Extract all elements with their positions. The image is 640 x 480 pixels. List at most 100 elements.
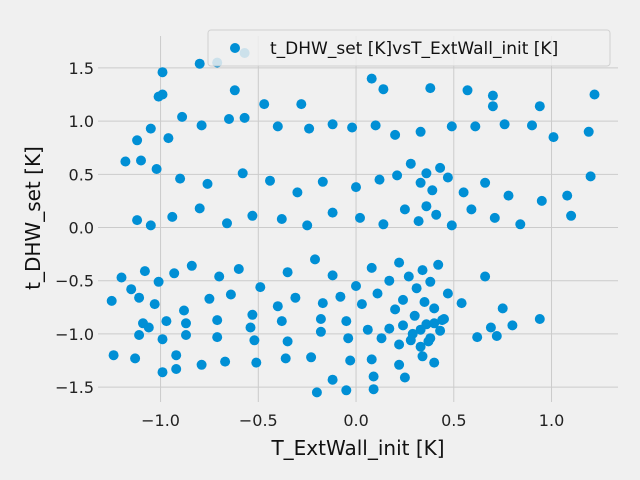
data-point bbox=[282, 267, 293, 278]
data-point bbox=[153, 276, 164, 287]
y-tick-label: 0.0 bbox=[69, 219, 94, 238]
data-point bbox=[202, 178, 213, 189]
data-point bbox=[421, 168, 432, 179]
legend-series-label: t_DHW_set [K]vsT_ExtWall_init [K] bbox=[270, 39, 558, 59]
y-axis-label: t_DHW_set [K] bbox=[21, 146, 45, 290]
data-point bbox=[167, 211, 178, 222]
data-point bbox=[583, 126, 594, 137]
data-point bbox=[390, 304, 401, 315]
data-point bbox=[302, 220, 313, 231]
data-point bbox=[548, 132, 559, 143]
data-point bbox=[405, 158, 416, 169]
x-tick-labels: −1.0 −0.5 0.0 0.5 1.0 bbox=[141, 411, 564, 430]
data-points bbox=[106, 48, 600, 398]
data-point bbox=[366, 262, 377, 273]
data-point bbox=[134, 292, 145, 303]
data-point bbox=[151, 164, 162, 174]
data-point bbox=[372, 288, 383, 299]
data-point bbox=[194, 58, 205, 69]
data-point bbox=[296, 99, 307, 110]
data-point bbox=[403, 271, 414, 282]
data-point bbox=[272, 301, 283, 312]
data-point bbox=[311, 387, 322, 398]
data-point bbox=[431, 209, 442, 220]
data-point bbox=[442, 172, 453, 183]
data-point bbox=[134, 330, 145, 340]
data-point bbox=[132, 135, 143, 146]
data-point bbox=[376, 333, 387, 344]
data-point bbox=[177, 111, 188, 122]
data-point bbox=[435, 162, 446, 173]
data-point bbox=[181, 318, 191, 329]
data-point bbox=[411, 283, 422, 294]
data-point bbox=[220, 356, 231, 367]
x-axis-label: T_ExtWall_init [K] bbox=[270, 436, 444, 460]
data-point bbox=[446, 220, 457, 231]
data-point bbox=[327, 207, 338, 218]
data-point bbox=[470, 121, 481, 132]
x-tick-label: −1.0 bbox=[141, 411, 180, 430]
data-point bbox=[317, 176, 328, 187]
data-point bbox=[292, 187, 303, 198]
data-point bbox=[472, 332, 483, 343]
data-point bbox=[304, 123, 315, 134]
data-point bbox=[157, 334, 168, 345]
data-point bbox=[409, 310, 420, 321]
data-point bbox=[280, 353, 291, 364]
data-point bbox=[378, 219, 389, 230]
data-point bbox=[245, 322, 256, 333]
x-tick-label: 1.0 bbox=[539, 411, 564, 430]
data-point bbox=[433, 259, 444, 270]
data-point bbox=[255, 282, 266, 293]
legend: t_DHW_set [K]vsT_ExtWall_init [K] bbox=[207, 29, 611, 67]
data-point bbox=[499, 119, 510, 130]
data-point bbox=[390, 129, 401, 140]
data-point bbox=[317, 298, 328, 309]
data-point bbox=[186, 260, 197, 271]
data-point bbox=[327, 270, 338, 281]
data-point bbox=[149, 299, 160, 310]
data-point bbox=[458, 187, 469, 198]
data-point bbox=[265, 175, 275, 186]
data-point bbox=[282, 336, 293, 347]
data-point bbox=[507, 320, 518, 331]
data-point bbox=[179, 305, 189, 316]
data-point bbox=[415, 341, 426, 352]
data-point bbox=[225, 289, 236, 300]
data-point bbox=[327, 119, 338, 130]
data-point bbox=[425, 276, 436, 287]
data-point bbox=[310, 254, 320, 265]
data-point bbox=[368, 384, 379, 395]
data-point bbox=[487, 101, 498, 112]
data-point bbox=[417, 265, 428, 276]
data-point bbox=[405, 335, 416, 346]
data-point bbox=[327, 374, 338, 385]
data-point bbox=[485, 322, 496, 333]
data-point bbox=[237, 168, 248, 179]
data-point bbox=[315, 314, 326, 324]
data-point bbox=[466, 204, 477, 215]
data-point bbox=[139, 266, 150, 277]
data-point bbox=[489, 212, 500, 223]
data-point bbox=[394, 359, 405, 370]
data-point bbox=[132, 215, 143, 226]
data-point bbox=[585, 171, 596, 182]
data-point bbox=[196, 359, 207, 370]
data-point bbox=[362, 324, 373, 335]
data-point bbox=[398, 320, 408, 331]
data-point bbox=[181, 330, 191, 340]
x-tick-label: −0.5 bbox=[239, 411, 278, 430]
x-tick-label: 0.0 bbox=[343, 411, 368, 430]
data-point bbox=[259, 99, 270, 110]
data-point bbox=[145, 220, 156, 231]
data-point bbox=[169, 268, 180, 279]
data-point bbox=[423, 336, 434, 347]
data-point bbox=[196, 120, 207, 131]
y-tick-label: 1.5 bbox=[69, 59, 94, 78]
data-point bbox=[204, 293, 215, 304]
data-point bbox=[347, 122, 358, 133]
x-tick-label: 0.5 bbox=[441, 411, 466, 430]
data-point bbox=[130, 353, 141, 364]
data-point bbox=[480, 271, 491, 282]
